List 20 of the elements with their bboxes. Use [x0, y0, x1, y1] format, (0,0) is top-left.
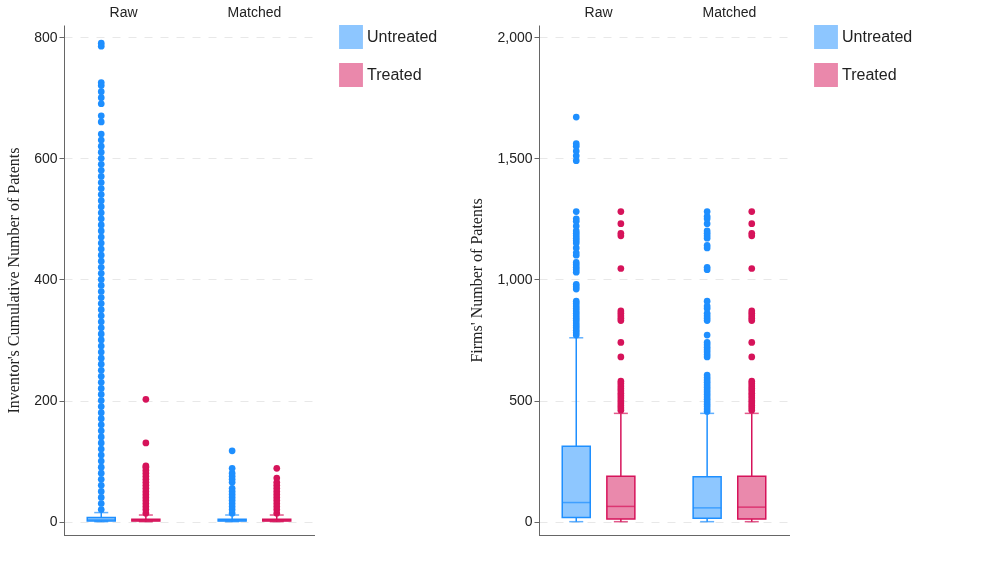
x-tick-label: Matched — [702, 3, 757, 20]
legend-label: Treated — [842, 66, 897, 83]
y-tick-label: 800 — [34, 28, 58, 45]
x-tick-label: Matched — [227, 3, 282, 20]
legend-label: Untreated — [367, 28, 438, 45]
y-tick-label: 1,500 — [497, 149, 533, 166]
y-axis-title: Firms' Number of Patents — [468, 198, 486, 363]
y-tick-label: 2,000 — [497, 28, 533, 45]
y-tick-label: 200 — [34, 392, 58, 409]
y-tick-label: 0 — [524, 513, 533, 530]
legend-label: Treated — [367, 66, 422, 83]
legend-label: Untreated — [842, 28, 913, 45]
y-tick-label: 1,000 — [497, 270, 533, 287]
y-tick-label: 600 — [34, 149, 58, 166]
y-axis-title: Inventor's Cumulative Number of Patents — [5, 147, 23, 414]
x-tick-label: Raw — [109, 3, 139, 20]
x-tick-label: Raw — [584, 3, 614, 20]
y-tick-label: 0 — [49, 513, 58, 530]
y-tick-label: 400 — [34, 270, 58, 287]
y-tick-label: 500 — [509, 392, 533, 409]
